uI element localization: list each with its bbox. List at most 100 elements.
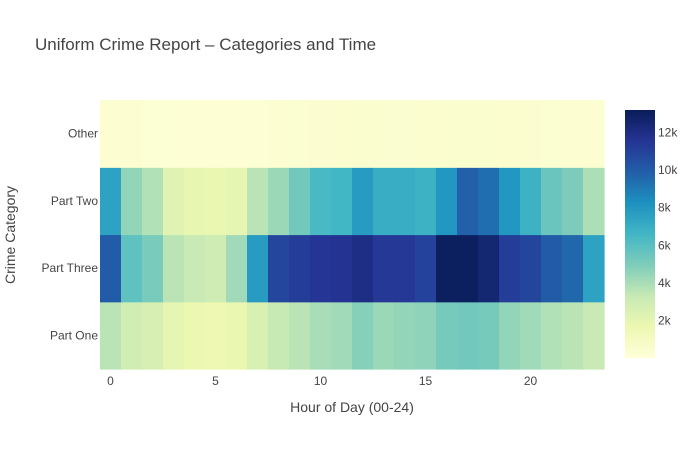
- heatmap-cell: [310, 301, 332, 370]
- heatmap-cell: [562, 234, 584, 303]
- heatmap-cell: [331, 100, 353, 168]
- heatmap-cell: [478, 167, 500, 236]
- x-tick-label: 20: [524, 374, 538, 388]
- heatmap-cell: [289, 234, 311, 303]
- colorbar-tick-label: 4k: [658, 276, 672, 290]
- heatmap-cell: [562, 301, 584, 370]
- heatmap-cell: [457, 167, 479, 236]
- heatmap-cell: [394, 167, 416, 236]
- heatmap-cell: [142, 301, 164, 370]
- heatmap-cell: [583, 301, 605, 370]
- heatmap-cell: [520, 301, 542, 370]
- heatmap-cell: [562, 167, 584, 236]
- heatmap-cell: [352, 100, 374, 168]
- heatmap-cell: [331, 234, 353, 303]
- heatmap-cell: [184, 100, 206, 168]
- colorbar: [625, 110, 655, 358]
- heatmap-cell: [478, 301, 500, 370]
- heatmap-cell: [121, 234, 143, 303]
- heatmap-cell: [289, 301, 311, 370]
- heatmap-cell: [373, 234, 395, 303]
- heatmap-cell: [100, 301, 122, 370]
- heatmap-cell: [205, 100, 227, 168]
- heatmap-cell: [247, 234, 269, 303]
- heatmap-cell: [499, 301, 521, 370]
- y-tick-label: Other: [68, 127, 98, 141]
- y-tick-label: Part Two: [51, 194, 98, 208]
- x-tick-label: 10: [314, 374, 328, 388]
- heatmap-cell: [541, 301, 563, 370]
- colorbar-ticks: 2k 4k 6k 8k 10k 12k: [658, 126, 678, 328]
- colorbar-tick-label: 8k: [658, 201, 672, 215]
- heatmap-cell: [310, 167, 332, 236]
- heatmap-cell: [520, 167, 542, 236]
- heatmap-cell: [268, 234, 290, 303]
- heatmap-cell: [121, 167, 143, 236]
- heatmap-cell: [310, 100, 332, 168]
- heatmap-cell: [268, 167, 290, 236]
- x-tick-label: 15: [419, 374, 433, 388]
- heatmap-cell: [289, 100, 311, 168]
- heatmap-cell: [394, 100, 416, 168]
- heatmap-cell: [499, 100, 521, 168]
- heatmap-cell: [373, 167, 395, 236]
- heatmap-cell: [163, 167, 185, 236]
- heatmap-cell: [268, 301, 290, 370]
- heatmap-cell: [394, 301, 416, 370]
- heatmap-cell: [583, 100, 605, 168]
- y-tick-label: Part Three: [42, 261, 99, 275]
- heatmap-cell: [331, 301, 353, 370]
- colorbar-tick-label: 10k: [658, 163, 678, 177]
- heatmap-cell: [394, 234, 416, 303]
- heatmap-cell: [142, 234, 164, 303]
- colorbar-tick-label: 2k: [658, 313, 672, 327]
- heatmap-cell: [289, 167, 311, 236]
- x-axis-title: Hour of Day (00-24): [290, 399, 414, 415]
- heatmap-cell: [541, 100, 563, 168]
- heatmap-cell: [520, 234, 542, 303]
- heatmap-cell: [457, 234, 479, 303]
- heatmap-cell: [415, 100, 437, 168]
- heatmap-cell: [184, 301, 206, 370]
- heatmap-cell: [226, 100, 248, 168]
- heatmap-cell: [205, 234, 227, 303]
- heatmap-cell: [541, 167, 563, 236]
- colorbar-tick-label: 6k: [658, 238, 672, 252]
- heatmap-cell: [415, 167, 437, 236]
- heatmap-cell: [457, 100, 479, 168]
- y-axis-ticks: Part One Part Three Part Two Other: [42, 127, 99, 343]
- heatmap-cell: [184, 167, 206, 236]
- heatmap-cell: [184, 234, 206, 303]
- heatmap-cell: [331, 167, 353, 236]
- x-tick-label: 5: [212, 374, 219, 388]
- heatmap-cell: [436, 234, 458, 303]
- heatmap-cell: [247, 301, 269, 370]
- heatmap-cell: [100, 234, 122, 303]
- heatmap-cell: [247, 167, 269, 236]
- y-axis-title: Crime Category: [2, 186, 18, 284]
- heatmap-cell: [415, 234, 437, 303]
- heatmap-cell: [205, 301, 227, 370]
- x-tick-label: 0: [107, 374, 114, 388]
- heatmap-cell: [415, 301, 437, 370]
- heatmap-cell: [373, 301, 395, 370]
- heatmap-cell: [499, 234, 521, 303]
- heatmap-cell: [247, 100, 269, 168]
- heatmap-cell: [562, 100, 584, 168]
- heatmap-cell: [436, 167, 458, 236]
- heatmap-cell: [163, 100, 185, 168]
- heatmap-cell: [373, 100, 395, 168]
- heatmap-cell: [583, 167, 605, 236]
- heatmap-cell: [457, 301, 479, 370]
- y-tick-label: Part One: [50, 328, 98, 342]
- heatmap-cell: [121, 301, 143, 370]
- heatmap-cell: [100, 100, 122, 168]
- heatmap-cell: [310, 234, 332, 303]
- heatmap-cell: [226, 167, 248, 236]
- heatmap-cell: [121, 100, 143, 168]
- heatmap-cell: [520, 100, 542, 168]
- heatmap-cell: [499, 167, 521, 236]
- heatmap-cell: [142, 100, 164, 168]
